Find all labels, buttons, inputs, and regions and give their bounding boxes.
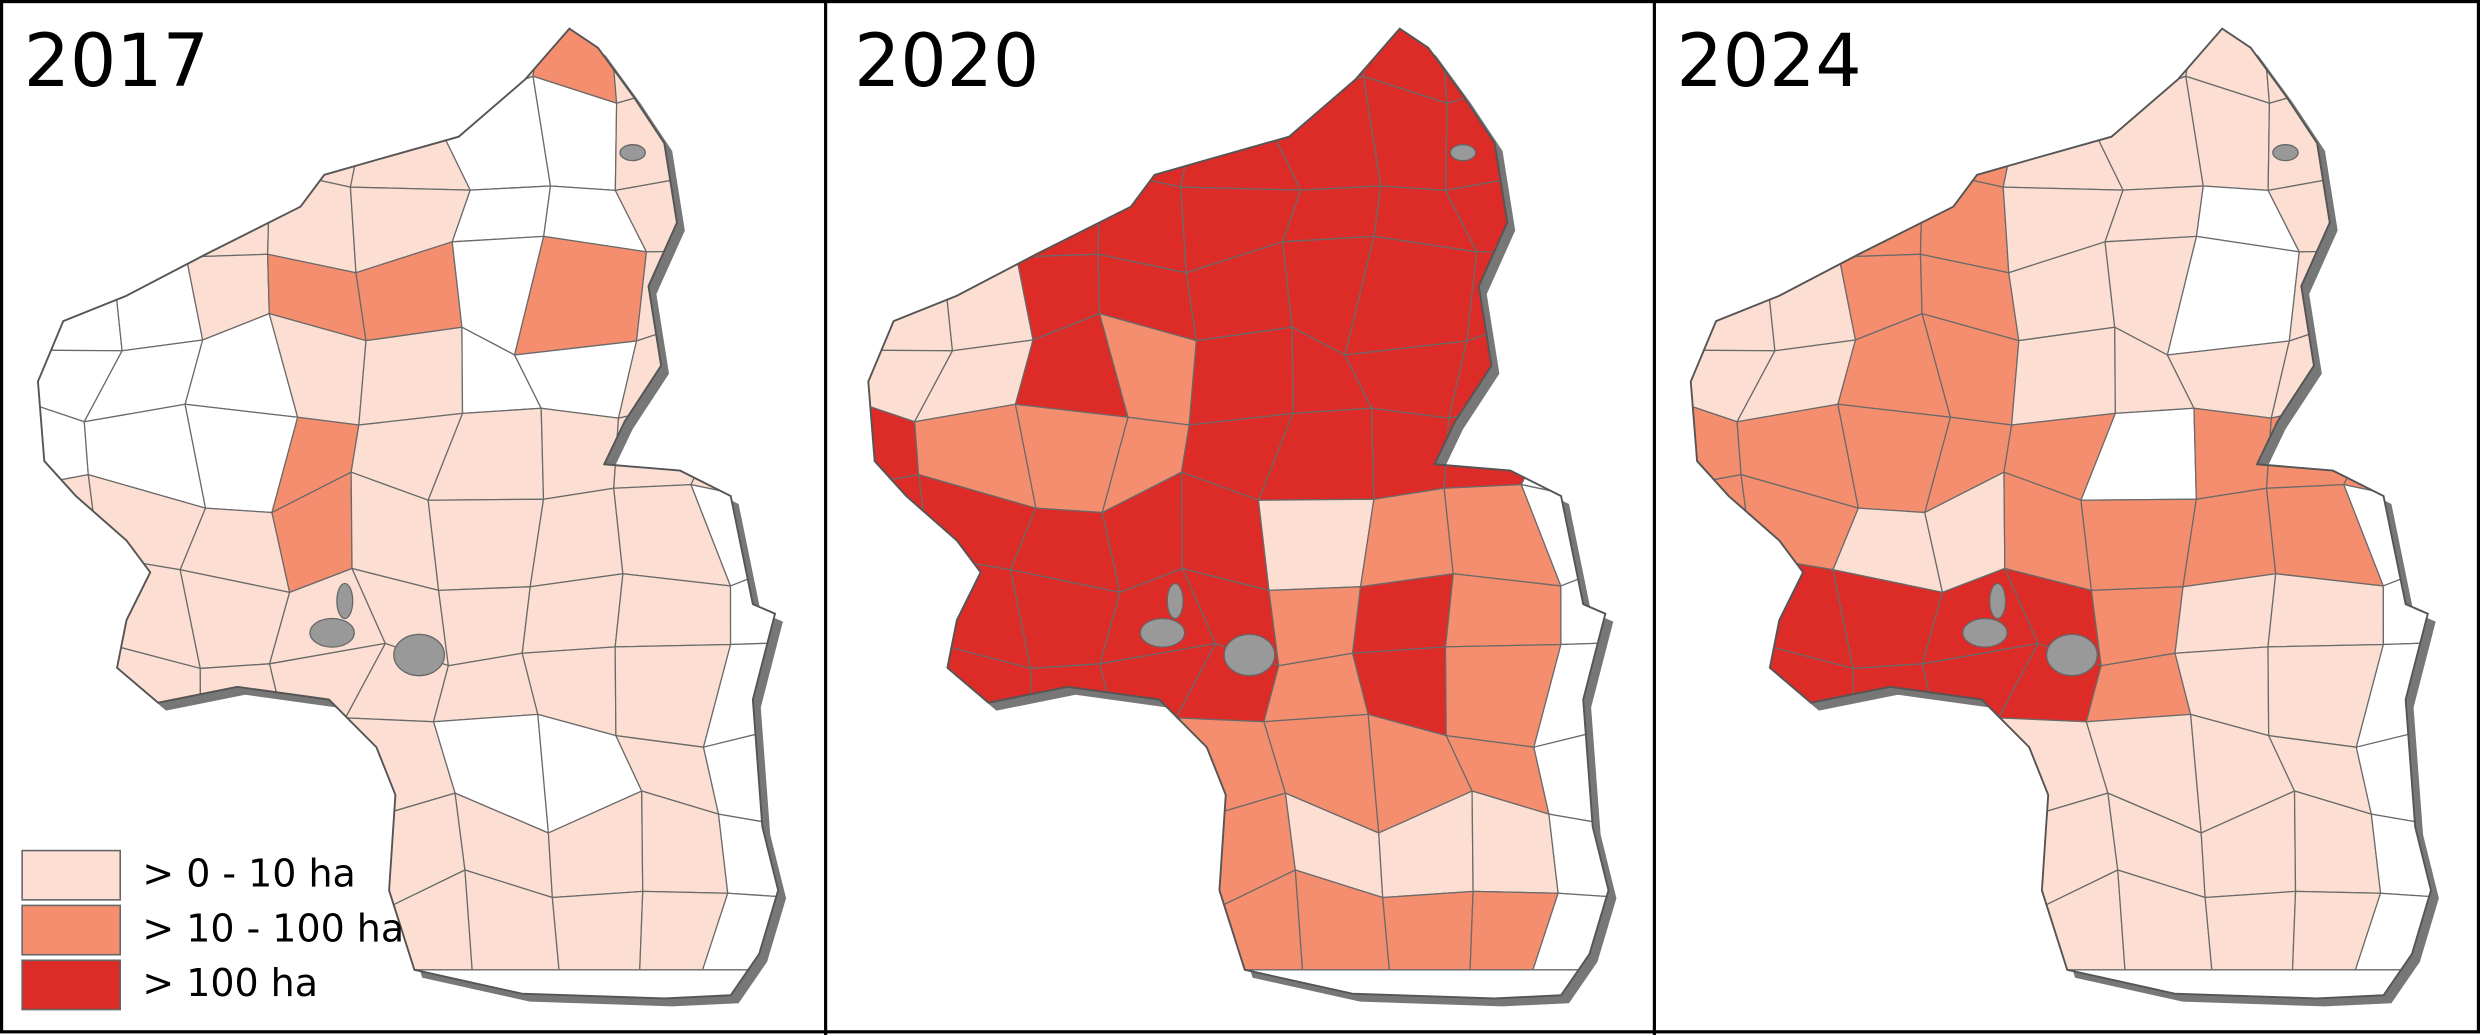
district [614,573,732,648]
enclave [1962,617,2008,648]
district [427,498,545,592]
enclave [1223,633,1276,677]
district [1444,573,1562,648]
district [2204,890,2297,971]
map-outline [1689,27,2432,1000]
panel-title: 2017 [24,19,209,104]
district [540,407,620,500]
legend-label: > 100 ha [142,961,318,1005]
legend-label: > 0 - 10 ha [142,851,355,895]
legend-swatch [21,959,121,1011]
map-outline [867,27,1610,1000]
district [2193,407,2272,500]
district [2010,326,2116,426]
map-panel: 2020 [854,19,1617,1007]
enclave [1449,144,1477,162]
district [2174,573,2277,654]
legend-swatch [21,849,121,901]
enclave [1989,582,2007,620]
enclave [336,582,354,620]
enclave [393,633,446,677]
legend-swatch [21,904,121,956]
panel-title: 2024 [1677,19,1862,104]
map-outline [36,27,780,1000]
district [1370,407,1450,500]
district [1351,573,1454,654]
district [1188,326,1294,426]
enclave [2046,633,2098,677]
district [1382,890,1474,971]
district [1257,498,1375,592]
legend: > 0 - 10 ha > 10 - 100 ha > 100 ha [21,849,404,1011]
district [2182,487,2277,588]
enclave [1166,582,1184,620]
district [358,326,464,426]
enclave [309,617,355,648]
district [551,890,644,971]
enclave [1139,617,1186,648]
district [1359,487,1454,588]
panel-title: 2020 [854,19,1039,104]
enclave [619,144,646,162]
district [2080,498,2198,592]
legend-label: > 10 - 100 ha [142,906,404,950]
enclave [2272,144,2299,162]
district [521,573,624,654]
district [2267,573,2385,648]
district [529,487,624,588]
